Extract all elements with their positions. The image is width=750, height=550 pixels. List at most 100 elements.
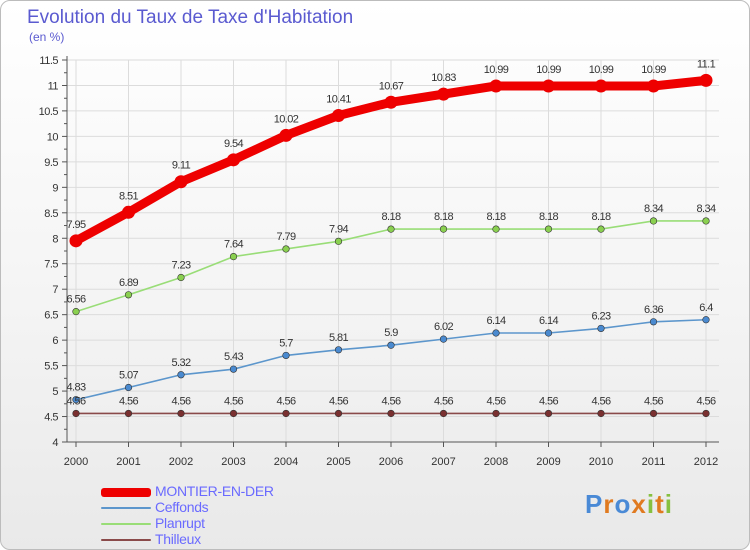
x-tick-label: 2009 — [536, 456, 560, 468]
grid-layer — [67, 59, 719, 443]
data-label: 4.56 — [276, 395, 295, 407]
data-label: 10.99 — [484, 64, 509, 76]
data-point — [649, 409, 658, 418]
data-label: 5.43 — [224, 351, 243, 363]
data-point — [387, 225, 395, 233]
data-label: 7.94 — [329, 223, 348, 235]
data-point — [702, 316, 710, 324]
data-point — [124, 409, 133, 418]
data-label: 8.34 — [696, 203, 715, 215]
data-label: 4.83 — [66, 382, 85, 394]
y-tick-label: 5.5 — [44, 361, 58, 373]
y-tick-label: 8.5 — [44, 208, 58, 220]
data-label: 5.32 — [171, 357, 190, 369]
data-point — [177, 409, 185, 418]
y-tick-label: 10 — [47, 131, 59, 143]
data-label: 7.23 — [171, 259, 190, 271]
data-point — [282, 351, 290, 360]
data-label: 8.51 — [119, 190, 138, 202]
data-point — [437, 87, 450, 101]
legend-label: Planrupt — [155, 515, 205, 531]
data-label: 8.18 — [591, 211, 610, 223]
data-point — [542, 79, 555, 93]
data-label: 10.41 — [326, 94, 351, 106]
data-point — [387, 409, 395, 418]
data-point — [177, 273, 185, 282]
data-label: 7.64 — [224, 239, 243, 251]
data-label: 10.67 — [379, 80, 404, 92]
data-point — [69, 234, 83, 248]
data-point — [229, 409, 238, 418]
data-label: 6.14 — [539, 315, 558, 327]
y-tick-label: 9.5 — [44, 157, 58, 169]
data-point — [492, 225, 500, 233]
legend-label: MONTIER-EN-DER — [155, 483, 274, 499]
data-point — [72, 396, 80, 404]
data-label: 5.81 — [329, 332, 348, 344]
data-point — [229, 253, 238, 261]
x-tick-label: 2003 — [221, 456, 245, 468]
data-label: 6.02 — [434, 321, 453, 333]
x-tick-label: 2001 — [116, 456, 140, 468]
data-label: 10.99 — [641, 64, 666, 76]
data-label: 10.83 — [431, 72, 456, 84]
data-point — [279, 128, 293, 142]
data-point — [649, 318, 658, 326]
data-label: 4.56 — [381, 395, 400, 407]
data-point — [492, 409, 500, 418]
y-tick-label: 6.5 — [44, 310, 58, 322]
y-tick-label: 4 — [52, 437, 58, 449]
data-label: 4.56 — [66, 395, 85, 407]
chart-title: Evolution du Taux de Taxe d'Habitation — [27, 7, 354, 28]
data-point — [387, 341, 395, 349]
x-tick-label: 2007 — [431, 456, 455, 468]
data-point — [544, 329, 553, 337]
data-label: 4.56 — [224, 395, 243, 407]
x-tick-label: 2004 — [274, 456, 298, 468]
data-label: 4.56 — [644, 395, 663, 407]
y-tick-label: 8 — [52, 233, 58, 245]
unit-label: (en %) — [29, 30, 65, 44]
x-tick-label: 2002 — [169, 456, 193, 468]
data-label-layer: 4.83 5.07 5.32 5.43 5.7 5.81 5.9 6.02 6.14 6.14 6.… — [66, 58, 716, 407]
y-tick-label: 6 — [52, 335, 58, 347]
data-point — [227, 153, 240, 167]
data-label: 8.34 — [644, 203, 663, 215]
data-label: 6.14 — [486, 315, 505, 327]
data-point — [124, 291, 133, 299]
data-point — [544, 225, 553, 233]
data-point — [124, 383, 133, 392]
data-label: 10.99 — [536, 64, 561, 76]
data-label: 7.95 — [66, 219, 85, 231]
data-label: 6.89 — [119, 277, 138, 289]
y-tick-label: 7 — [52, 284, 58, 296]
proxiti-logo: Proxiti — [585, 489, 673, 519]
data-point — [439, 409, 448, 418]
x-tick-label: 2000 — [64, 456, 88, 468]
data-label: 4.56 — [696, 395, 715, 407]
data-point — [177, 371, 185, 379]
data-point — [334, 237, 343, 245]
data-point — [702, 217, 710, 225]
data-point — [439, 335, 448, 343]
data-point — [334, 346, 343, 354]
data-label: 10.02 — [274, 113, 299, 125]
series-layer — [69, 73, 713, 418]
data-label: 6.36 — [644, 304, 663, 316]
data-point — [229, 365, 238, 373]
data-point — [544, 409, 553, 418]
data-label: 8.18 — [539, 211, 558, 223]
data-label: 7.79 — [276, 231, 295, 243]
y-tick-label: 4.5 — [44, 412, 58, 424]
y-tick-label: 7.5 — [44, 259, 58, 271]
data-point — [649, 217, 658, 225]
legend-swatch — [101, 507, 151, 509]
data-point — [282, 245, 290, 253]
data-point — [439, 225, 448, 233]
y-tick-label: 11 — [48, 80, 59, 92]
data-point — [597, 225, 605, 233]
data-label: 4.56 — [486, 395, 505, 407]
x-tick-label: 2006 — [379, 456, 403, 468]
